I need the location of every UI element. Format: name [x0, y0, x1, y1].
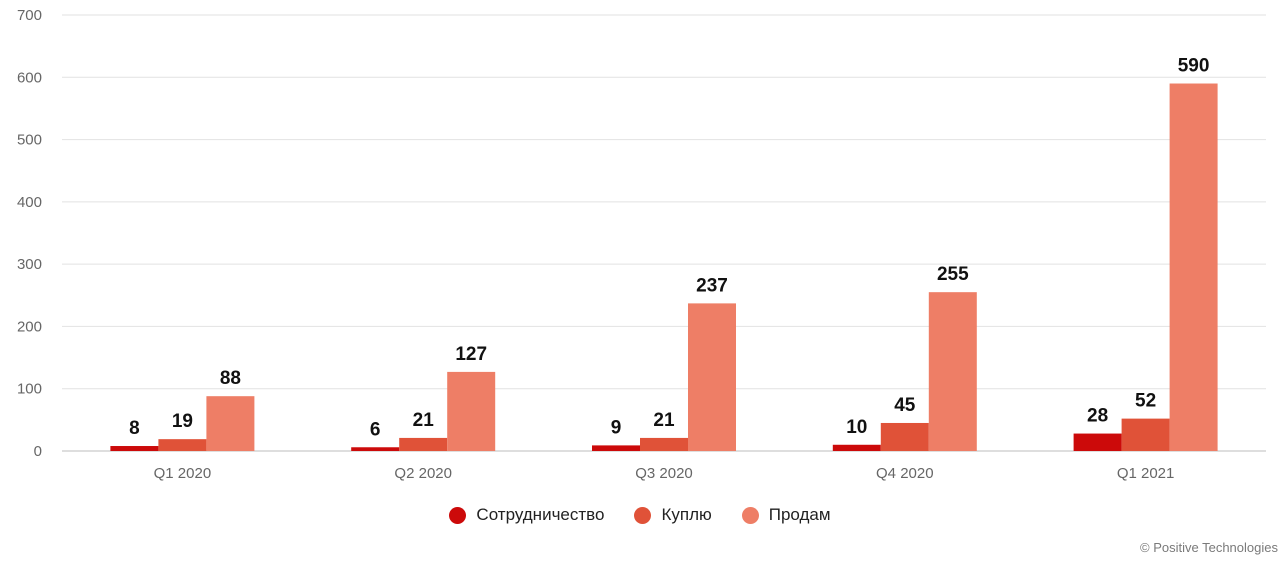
data-label: 52	[1135, 391, 1156, 412]
data-label: 237	[696, 275, 728, 296]
credit-text: © Positive Technologies	[1140, 540, 1278, 555]
bar	[1073, 433, 1122, 451]
data-label: 127	[455, 344, 487, 365]
legend-item: Сотрудничество	[449, 505, 604, 525]
data-label: 19	[172, 411, 193, 432]
bar-chart: 0 100 200 300 400 500 600 700 8 19 88 6 21 127 9 21 237…	[17, 7, 1266, 482]
bar	[351, 447, 400, 451]
legend: Сотрудничество Куплю Продам	[0, 505, 1280, 525]
x-tick-label: Q1 2020	[154, 465, 212, 482]
bar	[206, 396, 255, 451]
data-label: 21	[653, 410, 675, 431]
legend-item: Продам	[741, 505, 831, 525]
legend-label: Сотрудничество	[476, 505, 605, 524]
bar	[832, 444, 881, 451]
y-tick-label: 300	[17, 256, 42, 273]
data-label: 10	[846, 417, 867, 438]
data-label: 45	[894, 395, 916, 416]
bar	[1169, 83, 1218, 451]
y-tick-label: 400	[17, 194, 42, 211]
bar	[592, 445, 640, 451]
legend-item: Куплю	[634, 505, 712, 525]
legend-marker	[741, 506, 759, 524]
data-label: 28	[1087, 406, 1108, 427]
legend-label: Куплю	[661, 505, 712, 524]
data-label: 21	[413, 410, 435, 431]
bar	[447, 371, 496, 451]
x-tick-label: Q2 2020	[394, 465, 452, 482]
legend-marker	[449, 506, 467, 524]
data-label: 255	[937, 264, 969, 285]
bar	[110, 446, 159, 451]
bars	[110, 83, 1218, 451]
bar	[640, 437, 688, 451]
data-label: 6	[370, 419, 381, 440]
data-label: 8	[129, 418, 140, 439]
data-label: 88	[220, 368, 241, 389]
data-labels: 8 19 88 6 21 127 9 21 237 10 45 255 28 52 590	[129, 56, 1209, 441]
y-tick-label: 600	[17, 69, 42, 86]
bar	[1121, 418, 1170, 451]
y-tick-label: 700	[17, 7, 42, 24]
x-tick-label: Q1 2021	[1117, 465, 1175, 482]
x-axis-ticks: Q1 2020 Q2 2020 Q3 2020 Q4 2020 Q1 2021	[154, 465, 1175, 482]
data-label: 590	[1178, 56, 1210, 77]
x-tick-label: Q3 2020	[635, 465, 693, 482]
y-axis-ticks: 0 100 200 300 400 500 600 700	[17, 7, 42, 460]
bar	[880, 422, 929, 451]
y-tick-label: 0	[34, 443, 42, 460]
x-tick-label: Q4 2020	[876, 465, 934, 482]
bar	[688, 303, 736, 451]
grid-lines	[62, 14, 1266, 452]
bar	[399, 437, 448, 451]
y-tick-label: 100	[17, 381, 42, 398]
legend-marker	[634, 506, 652, 524]
y-tick-label: 500	[17, 132, 42, 149]
data-label: 9	[611, 417, 622, 438]
y-tick-label: 200	[17, 318, 42, 335]
bar	[928, 292, 977, 451]
bar	[158, 439, 207, 451]
legend-label: Продам	[768, 505, 831, 524]
